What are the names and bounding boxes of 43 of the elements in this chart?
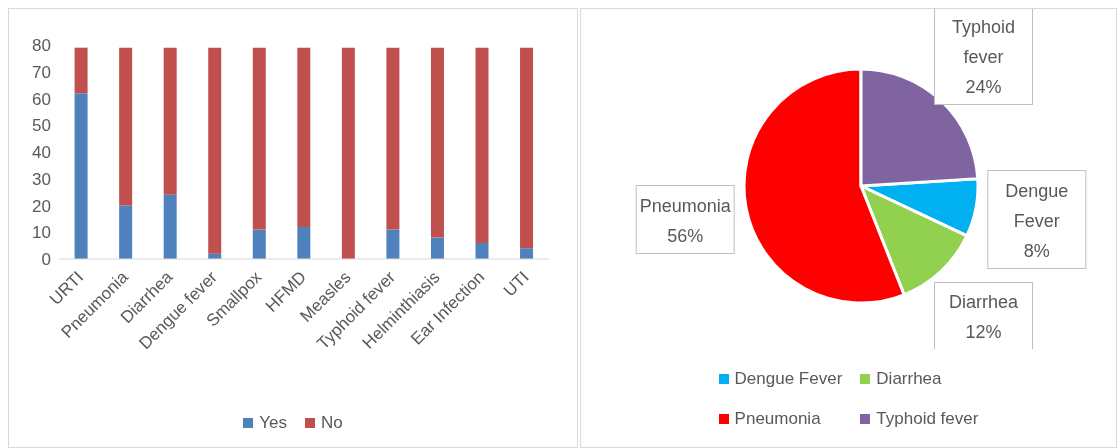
legend-label: Yes (259, 413, 287, 433)
bar (386, 229, 400, 259)
data-label: 24% (965, 76, 1002, 97)
bar (74, 93, 88, 259)
bar (341, 47, 355, 259)
data-label: 8% (1023, 240, 1050, 261)
bar (252, 47, 266, 230)
data-label: 56% (667, 225, 704, 246)
bar (297, 47, 311, 227)
bar (520, 248, 534, 259)
y-tick-label: 60 (32, 89, 51, 109)
legend-label: No (321, 413, 343, 433)
y-tick-label: 80 (32, 36, 51, 56)
y-tick-label: 70 (32, 62, 51, 82)
legend-label: Dengue Fever (734, 369, 843, 389)
slice-label: Dengue Fever (1005, 180, 1069, 231)
data-label: 12% (965, 322, 1002, 343)
legend-label: Typhoid fever (876, 409, 979, 429)
bar (208, 47, 222, 254)
bar (119, 47, 133, 206)
bar (297, 226, 311, 259)
bar (475, 47, 489, 243)
bar (163, 194, 177, 259)
bar (475, 242, 489, 259)
bar (74, 47, 88, 94)
bar (430, 47, 444, 238)
y-tick-label: 30 (32, 169, 51, 189)
legend-label: Diarrhea (876, 369, 942, 389)
bar (252, 229, 266, 259)
bar (163, 47, 177, 195)
y-tick-label: 0 (41, 250, 51, 270)
y-tick-label: 20 (32, 196, 51, 216)
y-tick-label: 10 (32, 223, 51, 243)
x-tick-label: UTI (499, 267, 533, 301)
bar (386, 47, 400, 230)
bar (119, 205, 133, 259)
bar (520, 47, 534, 249)
slice-label: Typhoid fever (952, 16, 1016, 67)
legend-label: Pneumonia (734, 409, 821, 429)
y-tick-label: 50 (32, 116, 51, 136)
y-tick-label: 40 (32, 143, 51, 163)
bar (430, 237, 444, 259)
slice-label: Pneumonia (639, 195, 732, 216)
